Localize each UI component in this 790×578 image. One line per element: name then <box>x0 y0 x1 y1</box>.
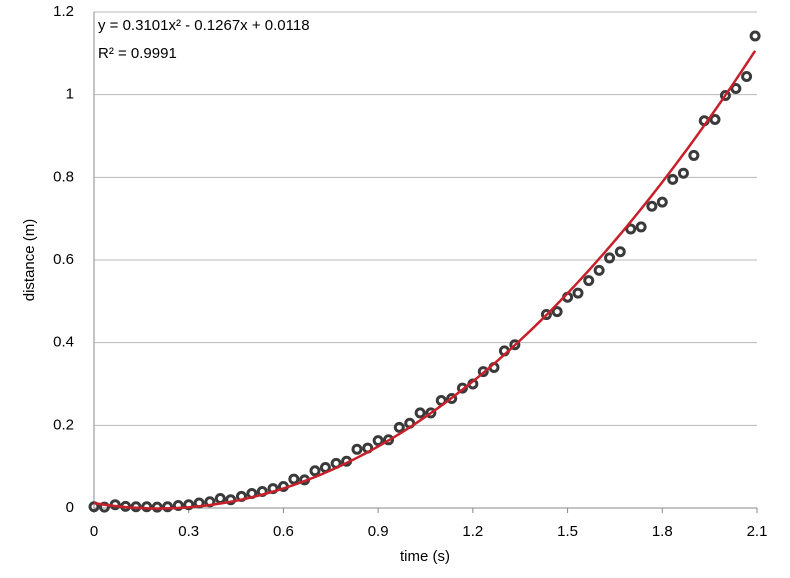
point <box>572 287 584 299</box>
point <box>604 252 616 264</box>
y-tick-label: 0.8 <box>53 168 74 185</box>
point <box>372 435 384 447</box>
y-tick-label: 0 <box>66 499 74 516</box>
x-tick-label: 1.2 <box>462 523 483 540</box>
point <box>656 196 668 208</box>
y-axis-label: distance (m) <box>21 219 38 302</box>
point <box>309 465 321 477</box>
x-tick-label: 1.8 <box>652 523 673 540</box>
point <box>393 421 405 433</box>
x-tick-label: 0 <box>90 523 98 540</box>
point <box>456 382 468 394</box>
r-squared: R² = 0.9991 <box>98 45 177 62</box>
point <box>446 392 458 404</box>
point <box>88 501 100 513</box>
point <box>172 500 184 512</box>
point <box>749 30 761 42</box>
plot <box>88 30 761 513</box>
point <box>625 223 637 235</box>
point <box>141 501 153 513</box>
y-tick-label: 0.6 <box>53 251 74 268</box>
point <box>730 82 742 94</box>
point <box>551 306 563 318</box>
y-tick-label: 0.4 <box>53 334 74 351</box>
point <box>288 473 300 485</box>
point <box>351 443 363 455</box>
point <box>667 173 679 185</box>
point <box>414 407 426 419</box>
point <box>509 339 521 351</box>
x-tick-label: 0.9 <box>368 523 389 540</box>
point <box>425 407 437 419</box>
point <box>677 167 689 179</box>
x-tick-label: 2.1 <box>747 523 768 540</box>
y-tick-label: 0.2 <box>53 416 74 433</box>
y-tick-label: 1.2 <box>53 3 74 20</box>
x-tick-label: 0.3 <box>178 523 199 540</box>
point <box>646 200 658 212</box>
y-tick-label: 1 <box>66 86 74 103</box>
annotation-box <box>95 13 395 69</box>
point <box>709 113 721 125</box>
point <box>151 501 163 513</box>
point <box>477 366 489 378</box>
point <box>688 149 700 161</box>
point <box>162 501 174 513</box>
point <box>614 246 626 258</box>
point <box>719 89 731 101</box>
point <box>183 499 195 511</box>
point <box>98 501 110 513</box>
x-axis-label: time (s) <box>400 548 450 565</box>
point <box>540 309 552 321</box>
grid <box>93 11 758 513</box>
x-tick-label: 0.6 <box>273 523 294 540</box>
point <box>383 434 395 446</box>
trendline <box>93 50 757 510</box>
equation: y = 0.3101x² - 0.1267x + 0.0118 <box>98 17 310 34</box>
point <box>583 275 595 287</box>
point <box>635 221 647 233</box>
x-tick-label: 1.5 <box>557 523 578 540</box>
point <box>593 264 605 276</box>
point <box>741 70 753 82</box>
